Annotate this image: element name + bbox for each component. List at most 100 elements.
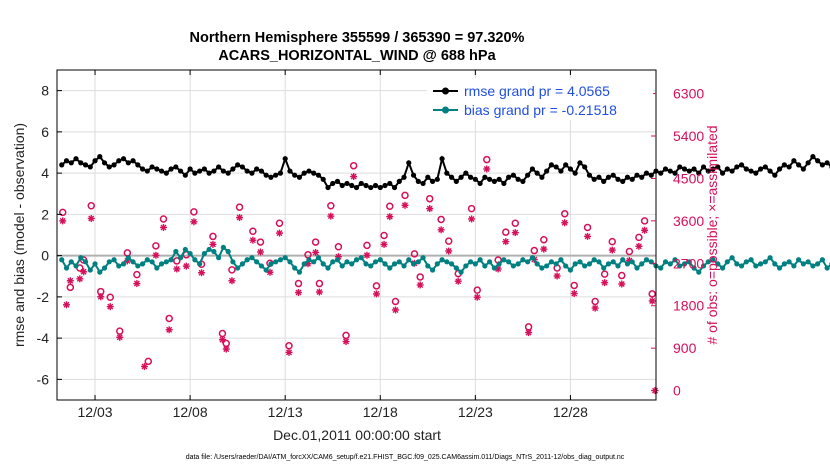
bias-point (596, 259, 602, 265)
rmse-point (168, 166, 174, 172)
bias-point (610, 259, 616, 265)
bias-point (819, 257, 825, 263)
rmse-point (667, 168, 673, 174)
rmse-point (705, 168, 711, 174)
obs-possible-marker (209, 232, 217, 241)
obs-star-stroke (373, 290, 380, 297)
obs-star-stroke (198, 269, 205, 276)
rmse-point (139, 166, 146, 172)
bias-point (73, 263, 79, 269)
rmse-point (187, 166, 193, 172)
obs-assimilated-marker (350, 173, 358, 181)
rmse-point (796, 162, 802, 168)
obs-star-stroke (236, 214, 243, 221)
bias-point (629, 259, 635, 265)
rmse-point (330, 180, 336, 187)
obs-assimilated-marker (236, 214, 244, 222)
obs-star-stroke (438, 226, 445, 233)
bias-point (815, 261, 821, 267)
obs-star-stroke (350, 173, 357, 180)
bias-point (78, 255, 84, 261)
obs-possible-marker (608, 237, 617, 246)
bias-point (415, 259, 421, 265)
bias-point (634, 265, 640, 271)
rmse-point (249, 170, 255, 176)
bias-point (729, 255, 735, 261)
obs-possible-marker (502, 228, 510, 236)
obs-assimilated-marker (483, 165, 491, 173)
rmse-point (639, 174, 645, 180)
rmse-point (762, 164, 768, 170)
obs-star-stroke (401, 202, 408, 209)
rmse-point (710, 166, 716, 172)
bias-point (130, 259, 136, 265)
rmse-point (767, 168, 773, 174)
obs-star-stroke (601, 279, 608, 286)
obs-assimilated-marker (372, 290, 380, 298)
x-tick-label: 12/23 (458, 404, 493, 420)
bias-point (791, 263, 797, 269)
rmse-point (643, 170, 650, 176)
bias-point (216, 255, 222, 261)
obs-assimilated-marker (648, 297, 656, 305)
bias-point (734, 261, 740, 267)
bias-point (520, 257, 526, 263)
rmse-point (439, 156, 445, 162)
rmse-point (391, 184, 398, 191)
rmse-point (539, 174, 545, 180)
obs-assimilated-marker (106, 303, 114, 311)
bias-point (772, 261, 778, 267)
obs-star-stroke (59, 217, 66, 224)
obs-star-stroke (209, 241, 216, 248)
footnote: data file: /Users/raeder/DAI/ATM_forcXX/… (186, 454, 625, 461)
rmse-point (491, 178, 497, 184)
bias-point (211, 248, 217, 255)
obs-assimilated-marker (315, 288, 323, 296)
bias-point (539, 265, 545, 271)
rmse-point (282, 156, 288, 162)
y-tick-label-right: 6300 (673, 86, 704, 102)
obs-possible-marker (386, 202, 394, 210)
bias-point (330, 259, 336, 265)
rmse-point (615, 176, 621, 182)
rmse-point (415, 178, 421, 184)
rmse-point (572, 170, 578, 176)
bias-point (639, 261, 645, 267)
bias-point (139, 261, 146, 267)
rmse-point (748, 168, 754, 174)
bias-point (463, 263, 469, 269)
y-axis-label-right: # of obs: o=possible; ×=assimilated (704, 125, 720, 344)
obs-possible-marker (190, 208, 198, 216)
bias-point (715, 261, 721, 267)
obs-star-stroke (166, 326, 173, 333)
rmse-point (791, 158, 797, 164)
obs-assimilated-marker (59, 217, 67, 225)
rmse-point (68, 160, 74, 166)
obs-assimilated-marker (416, 281, 424, 289)
bias-point (458, 269, 464, 275)
bias-point (325, 265, 331, 271)
obs-assimilated-marker (152, 251, 160, 259)
y-tick-label-right: 3600 (673, 213, 704, 229)
obs-assimilated-marker (584, 232, 592, 240)
obs-star-stroke (316, 289, 323, 296)
bias-point (529, 255, 535, 261)
rmse-point (235, 162, 241, 168)
obs-star-stroke (285, 349, 292, 356)
rmse-point (700, 164, 707, 170)
bias-point (686, 259, 692, 265)
rmse-point (563, 162, 569, 168)
bias-point (624, 261, 631, 267)
bias-point (453, 265, 459, 271)
bias-point (349, 261, 355, 267)
obs-assimilated-marker (66, 277, 74, 285)
rmse-point (648, 172, 654, 178)
rmse-point (591, 176, 597, 182)
obs-assimilated-marker (295, 289, 303, 297)
obs-assimilated-marker (266, 268, 274, 276)
rmse-point (501, 180, 507, 187)
bias-point (111, 257, 117, 263)
bias-point (777, 265, 783, 271)
bias-point (225, 248, 231, 255)
chart-title-line2: ACARS_HORIZONTAL_WIND @ 688 hPa (218, 48, 496, 64)
